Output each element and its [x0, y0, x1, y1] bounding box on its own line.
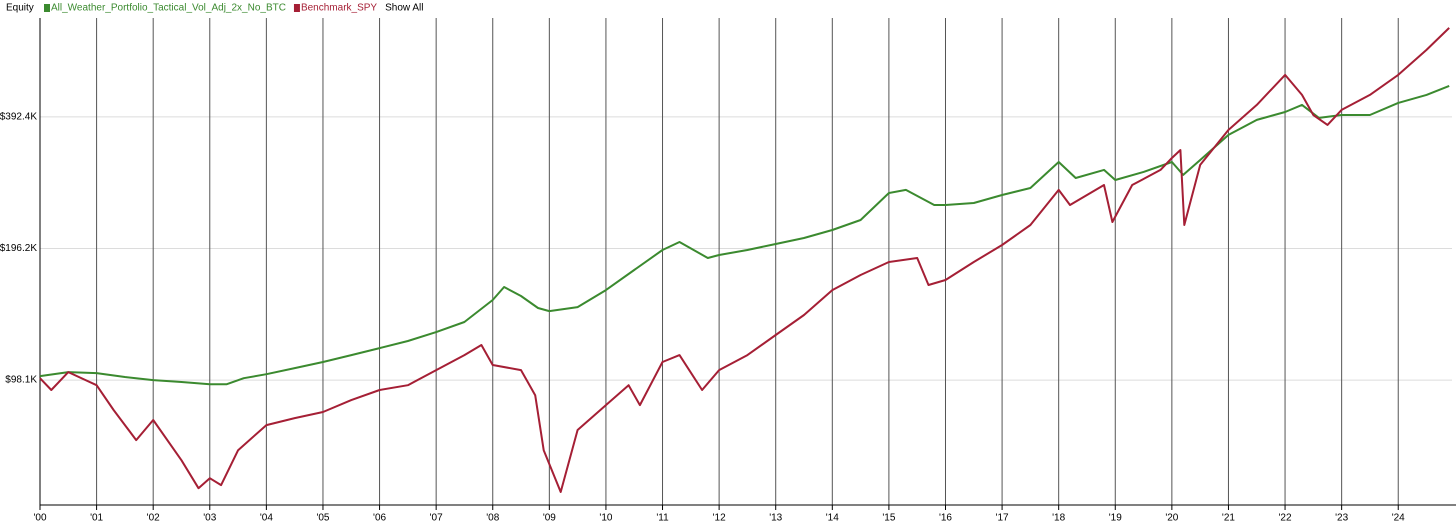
- x-tick-label: '00: [33, 513, 46, 524]
- x-tick-label: '06: [373, 513, 386, 524]
- show-all[interactable]: Show All: [385, 3, 423, 14]
- x-tick-label: '22: [1279, 513, 1292, 524]
- x-tick-label: '07: [430, 513, 443, 524]
- x-tick-label: '18: [1052, 513, 1065, 524]
- y-tick-label: $392.4K: [0, 112, 37, 123]
- x-tick-label: '23: [1335, 513, 1348, 524]
- legend-title: Equity: [6, 3, 34, 14]
- x-tick-label: '14: [826, 513, 839, 524]
- x-tick-label: '17: [996, 513, 1009, 524]
- x-tick-label: '10: [599, 513, 612, 524]
- x-tick-label: '13: [769, 513, 782, 524]
- x-tick-label: '19: [1109, 513, 1122, 524]
- x-tick-label: '12: [713, 513, 726, 524]
- series-line: [39, 27, 1450, 493]
- legend-label[interactable]: Benchmark_SPY: [301, 3, 377, 14]
- x-tick-label: '02: [147, 513, 160, 524]
- legend-label[interactable]: All_Weather_Portfolio_Tactical_Vol_Adj_2…: [51, 3, 286, 14]
- x-tick-label: '05: [316, 513, 329, 524]
- y-tick-label: $98.1K: [5, 375, 37, 386]
- x-tick-label: '08: [486, 513, 499, 524]
- x-tick-label: '21: [1222, 513, 1235, 524]
- legend-swatch[interactable]: [44, 4, 50, 12]
- x-tick-label: '04: [260, 513, 273, 524]
- x-tick-label: '11: [656, 513, 669, 524]
- x-tick-label: '24: [1392, 513, 1405, 524]
- x-tick-label: '20: [1165, 513, 1178, 524]
- x-tick-label: '15: [882, 513, 895, 524]
- legend-swatch[interactable]: [293, 4, 300, 12]
- x-tick-label: '16: [939, 513, 952, 524]
- y-tick-label: $196.2K: [0, 243, 37, 254]
- x-tick-label: '03: [203, 513, 216, 524]
- x-tick-label: '01: [90, 513, 103, 524]
- x-tick-label: '09: [543, 513, 556, 524]
- series-line: [39, 84, 1450, 386]
